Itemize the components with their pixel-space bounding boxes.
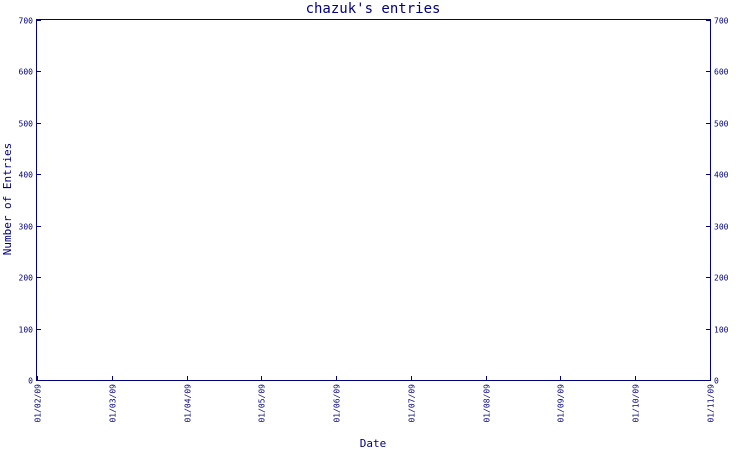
x-tick-label: 01/03/09 — [109, 384, 118, 423]
y-axis-right: 0 100 200 300 400 500 600 700 — [706, 17, 729, 386]
x-tick-label: 01/08/09 — [483, 384, 492, 423]
y-tick-label-right: 400 — [714, 171, 729, 180]
y-tick-label: 0 — [28, 377, 33, 386]
y-tick-label: 500 — [19, 120, 34, 129]
x-tick-label: 01/06/09 — [333, 384, 342, 423]
y-tick-label-right: 500 — [714, 120, 729, 129]
y-axis-left: 0 100 200 300 400 500 600 700 — [19, 17, 41, 386]
x-tick-label: 01/02/09 — [34, 384, 43, 423]
chart-title: chazuk's entries — [306, 1, 441, 17]
x-tick-label: 01/05/09 — [258, 384, 267, 423]
y-tick-label-right: 200 — [714, 274, 729, 283]
x-tick-label: 01/09/09 — [557, 384, 566, 423]
x-axis: 01/02/09 01/03/09 01/04/09 01/05/09 01/06/09… — [34, 376, 716, 423]
y-tick-label: 600 — [19, 68, 34, 77]
y-tick-label: 300 — [19, 223, 34, 232]
y-tick-label-right: 100 — [714, 326, 729, 335]
y-tick-label: 400 — [19, 171, 34, 180]
x-tick-label: 01/04/09 — [184, 384, 193, 423]
y-tick-label-right: 600 — [714, 68, 729, 77]
y-tick-label: 200 — [19, 274, 34, 283]
y-tick-label: 100 — [19, 326, 34, 335]
x-axis-label: Date — [360, 437, 387, 450]
x-tick-label: 01/07/09 — [408, 384, 417, 423]
x-tick-label: 01/10/09 — [632, 384, 641, 423]
y-tick-label-right: 300 — [714, 223, 729, 232]
y-axis-label: Number of Entries — [1, 143, 14, 256]
y-tick-label: 700 — [19, 17, 34, 26]
y-tick-label-right: 700 — [714, 17, 729, 26]
x-tick-label: 01/11/09 — [707, 384, 716, 423]
plot-frame — [36, 19, 711, 381]
y-tick-label-right: 0 — [714, 377, 719, 386]
